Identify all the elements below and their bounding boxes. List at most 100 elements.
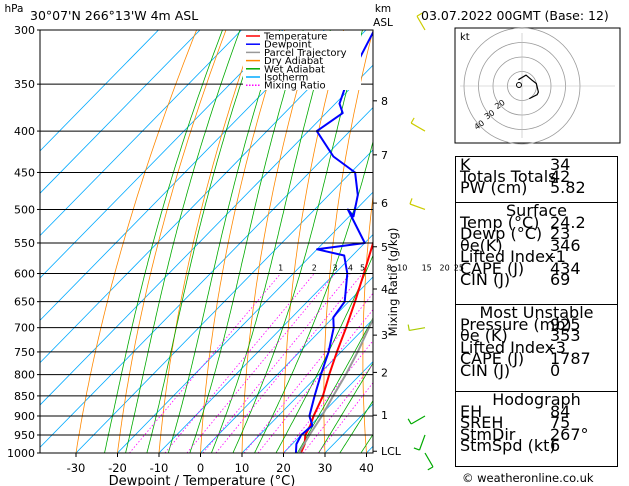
hodo-row: SREH 75	[460, 413, 571, 432]
temp-tick-label: 30	[318, 461, 333, 475]
mixing-ratio-label: 4	[348, 264, 353, 273]
surface-box: Surface Temp (°C) 24.2 Dewp (°C) 23 θe(K) 3…	[455, 202, 618, 305]
surface-row: Temp (°C) 24.2	[460, 212, 586, 232]
legend-box	[243, 31, 361, 90]
skewt-profiles	[294, 30, 373, 453]
isotherm-line	[199, 276, 373, 453]
wind-barb-flag	[427, 466, 434, 471]
pressure-tick-label: 500	[14, 203, 35, 216]
mixing-ratio-axis-title: Mixing Ratio (g/kg)	[386, 228, 400, 337]
hodograph-frame	[454, 27, 621, 144]
location-label: 30°07'N 266°13'W 4m ASL	[30, 8, 199, 23]
hodo-row: EH 84	[460, 401, 571, 421]
hpa-unit: hPa	[5, 3, 24, 15]
km-tick-label: 2	[381, 366, 388, 379]
skewt-frame	[39, 29, 374, 454]
storm-motion-marker	[516, 82, 522, 88]
pressure-tick-label: 350	[14, 78, 35, 91]
skewt-axes: 3003504004505005506006507007508008509009…	[5, 3, 464, 486]
km-tick-label: 1	[381, 409, 388, 422]
km-unit: km	[375, 3, 391, 15]
mixing-ratio-line	[243, 292, 373, 453]
temp-tick-label: 40	[359, 461, 374, 475]
index-row: Totals Totals 42	[460, 166, 571, 186]
km-tick-label: 4	[381, 283, 388, 296]
series-line-temperature	[299, 240, 373, 453]
hodo-row: StmDir 267°	[460, 424, 589, 444]
dry-adiabat-line	[401, 0, 447, 470]
wind-barb-staff	[409, 203, 426, 211]
index-row: K 34	[460, 155, 571, 174]
surface-row: Lifted Index -1	[460, 247, 566, 266]
mixing-ratio-label: 10	[397, 264, 407, 273]
km-tick-label: 3	[381, 329, 388, 342]
hodo-row: StmSpd (kt) 6	[460, 436, 561, 455]
wind-barb-flag	[416, 12, 423, 17]
isotherm-line	[40, 30, 367, 364]
indices-top-box: K 34 Totals Totals 42 PW (cm) 5.82	[455, 156, 618, 203]
wet-adiabat-line	[296, 317, 373, 453]
pressure-tick-label: 800	[14, 369, 35, 382]
hodograph-box: Hodograph EH 84 SREH 75 StmDir 267° StmSpd …	[455, 391, 618, 467]
mixing-ratio-line	[257, 309, 373, 453]
wind-barb-staff	[409, 327, 426, 332]
legend-label: Dewpoint	[264, 40, 312, 51]
temp-tick-label: 20	[276, 461, 291, 475]
index-row: PW (cm) 5.82	[460, 178, 586, 197]
x-axis-title: Dewpoint / Temperature (°C)	[109, 474, 296, 486]
pressure-tick-label: 1000	[7, 447, 35, 460]
isotherm-line	[40, 30, 160, 152]
wind-barb-staff	[416, 15, 426, 31]
legend-label: Dry Adiabat	[264, 56, 323, 67]
wind-barb-flag	[413, 447, 420, 451]
temp-tick-label: -10	[150, 461, 169, 475]
hodograph-trace	[518, 74, 540, 100]
wind-barb-flag	[410, 117, 415, 124]
legend-label: Temperature	[263, 32, 327, 43]
pressure-tick-label: 600	[14, 268, 35, 281]
surface-row: Dewp (°C) 23	[460, 224, 571, 243]
wet-adiabat-line	[339, 399, 373, 453]
isotherm-line	[40, 30, 201, 194]
isotherm-line	[40, 30, 243, 237]
hodo-title: Hodograph	[492, 390, 581, 409]
pressure-tick-label: 550	[14, 237, 35, 250]
wind-barb-flag	[409, 198, 413, 205]
mu-row: Pressure (mb) 925	[460, 314, 581, 334]
asl-unit: ASL	[373, 17, 393, 29]
mixing-ratio-label: 1	[278, 264, 283, 273]
wind-barbs	[407, 12, 434, 471]
hodograph-unit: kt	[460, 32, 470, 43]
isotherm-line	[116, 191, 373, 453]
mixing-ratio-label: 20	[440, 264, 450, 273]
km-tick-label: 6	[381, 197, 388, 210]
wind-barb-staff	[410, 415, 426, 425]
mixing-ratio-label: 8	[387, 264, 392, 273]
dry-adiabat-line	[75, 30, 198, 453]
legend-label: Mixing Ratio	[264, 81, 326, 92]
series-line-dewpoint	[294, 30, 373, 453]
pressure-tick-label: 850	[14, 390, 35, 403]
isotherm-line	[40, 64, 373, 406]
temp-tick-label: -20	[108, 461, 127, 475]
km-tick-label: 8	[381, 95, 388, 108]
temp-tick-label: 0	[197, 461, 204, 475]
legend-label: Parcel Trajectory	[264, 48, 347, 59]
wind-barb-flag	[407, 418, 412, 425]
isotherm-line	[158, 234, 373, 453]
km-tick-label: 5	[381, 241, 388, 254]
isotherm-line	[282, 361, 373, 453]
most-unstable-box: Most Unstable Pressure (mb) 925 θe (K) 353…	[455, 304, 618, 392]
pressure-tick-label: 450	[14, 166, 35, 179]
pressure-tick-label: 900	[14, 410, 35, 423]
km-tick-label: LCL	[381, 445, 402, 458]
mu-row: CIN (J) 0	[460, 360, 561, 380]
datetime-label: 03.07.2022 00GMT (Base: 12)	[421, 8, 609, 23]
mu-title: Most Unstable	[479, 303, 594, 322]
wind-barb-staff	[424, 452, 434, 468]
mixing-ratio-line	[215, 273, 363, 453]
pressure-tick-label: 700	[14, 322, 35, 335]
